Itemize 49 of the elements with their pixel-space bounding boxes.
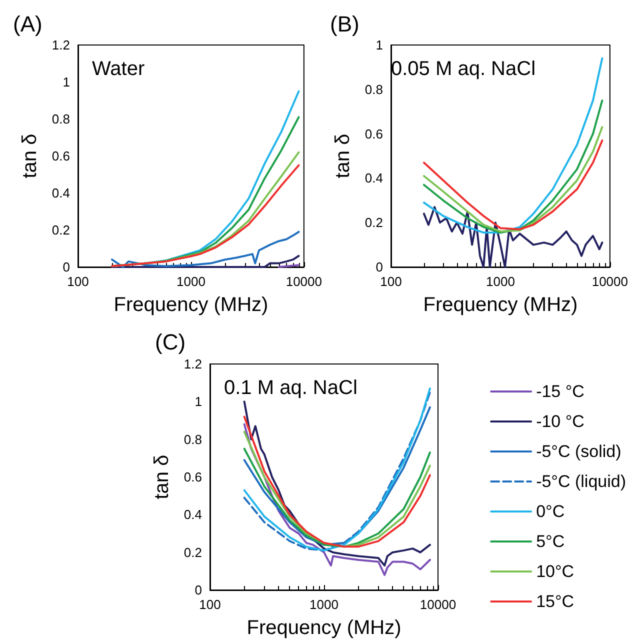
chart-title: (A) — [13, 12, 42, 36]
y-tick-label: 0.4 — [364, 170, 383, 186]
annotation: Water — [92, 58, 145, 80]
y-tick-label: 0.6 — [184, 470, 202, 484]
y-axis-title: tan δ — [19, 134, 41, 178]
y-tick-label: 0.2 — [184, 544, 202, 560]
legend-label: 0°C — [536, 502, 565, 521]
y-tick-label: 1.2 — [52, 38, 70, 52]
y-tick-label: 1 — [376, 38, 383, 52]
y-tick-label: 0.4 — [52, 186, 70, 200]
legend-label: 10°C — [536, 562, 574, 581]
x-tick-label: 10000 — [592, 274, 628, 289]
y-axis-title: tan δ — [332, 134, 354, 178]
y-tick-label: 0.8 — [184, 432, 202, 447]
legend-label: -10 °C — [536, 412, 584, 431]
annotation: 0.1 M aq. NaCl — [224, 377, 358, 399]
chart-title: (B) — [330, 12, 360, 36]
x-axis-title: Frequency (MHz) — [423, 294, 578, 316]
x-axis-title: Frequency (MHz) — [114, 294, 268, 316]
y-tick-label: 0.8 — [52, 112, 70, 126]
y-tick-label: 0 — [194, 582, 202, 598]
legend-label: 15°C — [536, 592, 574, 611]
x-axis-title: Frequency (MHz) — [246, 617, 402, 639]
chart-title: (C) — [155, 330, 186, 354]
y-tick-label: 0.6 — [52, 148, 70, 164]
legend-label: -5°C (solid) — [536, 442, 622, 461]
x-tick-label: 1000 — [176, 274, 206, 289]
y-tick-label: 0.2 — [364, 215, 383, 230]
annotation: 0.05 M aq. NaCl — [391, 58, 536, 80]
x-tick-label: 100 — [380, 274, 402, 289]
y-tick-label: 0.8 — [364, 82, 383, 97]
x-tick-label: 10000 — [286, 274, 322, 289]
y-tick-label: 0 — [376, 260, 383, 274]
y-tick-label: 0.6 — [364, 126, 383, 142]
y-tick-label: 1 — [194, 394, 202, 410]
x-tick-label: 1000 — [486, 274, 515, 289]
y-tick-label: 0.4 — [184, 507, 202, 522]
legend-label: -15 °C — [536, 382, 584, 401]
x-tick-label: 100 — [67, 274, 89, 289]
legend-label: 5°C — [536, 532, 565, 551]
x-tick-label: 10000 — [420, 597, 456, 612]
x-tick-label: 1000 — [310, 597, 338, 612]
x-tick-label: 100 — [199, 597, 221, 612]
y-axis-title: tan δ — [151, 454, 173, 500]
legend-label: -5°C (liquid) — [536, 472, 626, 491]
y-tick-label: 1.2 — [184, 356, 202, 372]
y-tick-label: 1 — [62, 74, 70, 90]
y-tick-label: 0.2 — [52, 222, 70, 238]
y-tick-label: 0 — [62, 260, 70, 274]
